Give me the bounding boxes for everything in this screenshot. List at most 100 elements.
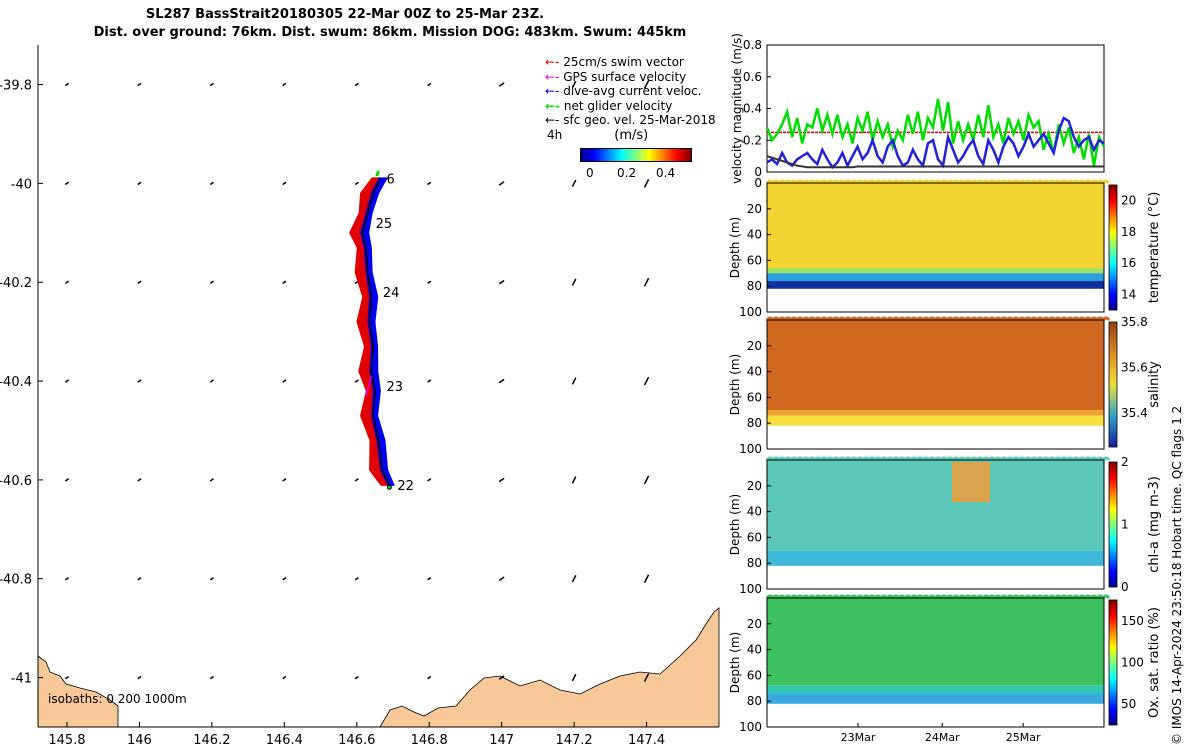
oxygen-saturation-y-tick-label: 40	[747, 643, 762, 657]
temperature-colorbar-label: temperature (°C)	[1147, 192, 1162, 304]
temperature-y-tick-label: 80	[747, 279, 762, 293]
colorbar-tick-0: 0	[586, 166, 594, 180]
geo-velocity-arrow	[498, 378, 505, 384]
map-y-tick-label: -41	[11, 672, 32, 687]
geo-velocity-arrow	[64, 82, 70, 87]
chlorophyll-colorbar-label: chl-a (mg m-3)	[1147, 476, 1162, 573]
temperature-colorbar	[1108, 184, 1118, 311]
geo-velocity-arrow	[427, 576, 432, 581]
salinity-colorbar	[1108, 321, 1118, 448]
chlorophyll-y-tick-label: 60	[747, 530, 762, 544]
track-end-marker	[386, 484, 392, 490]
day-label: 25	[376, 217, 393, 232]
velocity-series-2	[766, 155, 1104, 169]
chlorophyll-colorbar	[1108, 461, 1118, 588]
velocity-series-1	[766, 116, 1105, 170]
geo-velocity-arrow	[137, 379, 142, 383]
geo-velocity-arrow	[137, 675, 142, 680]
map-x-tick-label: 146.6	[338, 733, 375, 748]
temperature-layer	[767, 273, 1104, 282]
velocity-y-tick-label: 0	[754, 165, 762, 179]
oxygen-saturation-y-tick-label: 80	[747, 694, 762, 708]
geo-velocity-arrow	[64, 280, 70, 284]
salinity-layer	[767, 320, 1104, 411]
geo-velocity-arrow	[137, 576, 142, 581]
chlorophyll-colorbar-tick-label: 1	[1121, 518, 1129, 532]
map-x-tick-label: 146.4	[266, 733, 303, 748]
geo-velocity-arrow	[643, 277, 650, 287]
salinity-y-tick-label: 60	[747, 390, 762, 404]
oxygen-saturation-colorbar-tick-label: 50	[1121, 697, 1136, 711]
geo-velocity-arrow	[354, 82, 359, 87]
velocity-y-tick-label: 0.8	[743, 38, 762, 52]
legend-geo: ←- sfc geo. vel. 25-Mar-2018	[545, 113, 716, 127]
map-x-tick-label: 146	[127, 733, 152, 748]
geo-velocity-arrow	[209, 576, 214, 581]
chlorophyll-y-tick-label: 100	[739, 582, 762, 596]
legend-net: ←- net glider velocity	[545, 98, 673, 113]
geo-velocity-arrow	[498, 181, 505, 186]
oxygen-saturation-y-tick-label: 60	[747, 668, 762, 682]
geo-velocity-arrow	[354, 478, 359, 482]
oxygen-saturation-colorbar-tick-label: 100	[1121, 656, 1144, 670]
map-x-tick-label: 146.2	[193, 733, 230, 748]
temperature-y-tick-label: 0	[754, 176, 762, 190]
geo-velocity-arrow	[571, 476, 577, 484]
geo-velocity-arrow	[282, 181, 287, 186]
geo-velocity-arrow	[64, 576, 70, 581]
map-y-tick-label: -40	[11, 177, 32, 192]
geo-velocity-arrow	[571, 80, 577, 89]
map-y-tick-label: -40.6	[0, 474, 32, 489]
geo-velocity-arrow	[498, 82, 505, 87]
map-x-tick-label: 146.8	[411, 733, 448, 748]
geo-velocity-arrow	[643, 179, 650, 188]
oxygen-saturation-colorbar	[1108, 599, 1118, 726]
geo-velocity-arrow	[137, 478, 142, 482]
temperature-colorbar-tick-label: 18	[1121, 225, 1136, 239]
salinity-y-label: Depth (m)	[728, 354, 742, 415]
temperature-layer	[767, 183, 1104, 269]
chart-title-line-1: SL287 BassStrait20180305 22-Mar 00Z to 2…	[145, 7, 545, 22]
geo-velocity-arrow	[643, 574, 650, 584]
geo-velocity-arrow	[643, 80, 650, 89]
oxygen-saturation-colorbar-tick-label: 150	[1121, 614, 1144, 628]
salinity-y-tick-label: 100	[739, 442, 762, 456]
velocity-y-tick-label: 0.4	[743, 102, 762, 116]
oxygen-saturation-panel: 20 40 60 80 100 Depth (m) 50 100 150 Ox. sat. rat…	[728, 594, 1162, 744]
temperature-panel: 0 20 40 60 80 100 Depth (m) 14 16 18 20 temperature…	[728, 176, 1162, 319]
temperature-layer	[767, 281, 1104, 289]
chlorophyll-y-tick-label: 80	[747, 556, 762, 570]
chlorophyll-y-label: Depth (m)	[728, 494, 742, 555]
chlorophyll-colorbar-tick-label: 0	[1121, 580, 1129, 594]
geo-velocity-arrow	[64, 181, 70, 186]
glider-track: 22 23 24 25 6	[349, 170, 414, 494]
legend-interval: 4h (m/s)	[547, 127, 649, 143]
velocity-y-tick-label: 0.2	[743, 133, 762, 147]
geo-velocity-arrow	[498, 576, 505, 582]
oxygen-saturation-layer	[767, 685, 1104, 694]
geo-velocity-arrow	[137, 280, 142, 284]
speed-colorbar	[580, 148, 692, 162]
map-y-tick-label: -40.8	[0, 573, 32, 588]
oxygen-saturation-y-tick-label: 100	[739, 720, 762, 734]
geo-velocity-arrow	[209, 82, 214, 87]
geo-velocity-arrow	[498, 477, 505, 483]
day-label: 6	[387, 172, 395, 187]
map-legend: ←- 25cm/s swim vector ←- GPS surface vel…	[545, 55, 716, 143]
temperature-top-edge	[765, 179, 1111, 184]
chlorophyll-layer	[767, 550, 1104, 566]
geo-velocity-arrow	[643, 475, 650, 485]
geo-velocity-arrow	[498, 675, 505, 680]
credit-text: © IMOS 14-Apr-2024 23:50:18 Hobart time.…	[1170, 405, 1184, 745]
chlorophyll-y-tick-label: 20	[747, 479, 762, 493]
isobaths-label: isobaths: 0 200 1000m	[48, 692, 187, 706]
map-axes: 145.8 146 146.2 146.4 146.6 146.8 147 147.2 147.…	[0, 45, 719, 748]
map-x-tick-label: 147.4	[628, 733, 665, 748]
gps-surface-velocity-arrow	[365, 375, 372, 397]
geo-velocity-arrow	[282, 82, 287, 87]
salinity-panel: 20 40 60 80 100 Depth (m) 35.4 35.6 35.8 salinity	[728, 315, 1162, 456]
temperature-colorbar-tick-label: 14	[1121, 287, 1136, 301]
velocity-y-label: velocity magnitude (m/s)	[730, 33, 744, 184]
salinity-colorbar-tick-label: 35.4	[1121, 406, 1148, 420]
